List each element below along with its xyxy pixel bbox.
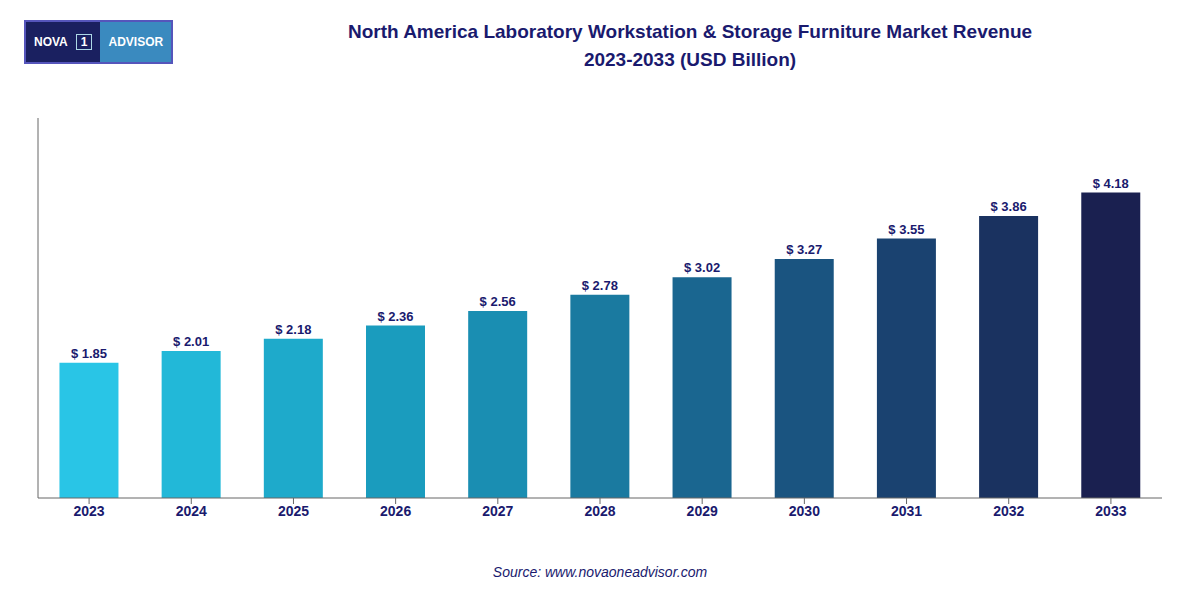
svg-text:2032: 2032 [993,503,1024,519]
html-text:Source: www.novaoneadvisor.com: Source: www.novaoneadvisor.com [492,564,708,580]
html-text:1: 1 [80,35,88,49]
svg-text:2029: 2029 [687,503,718,519]
svg-text:2024: 2024 [176,503,207,519]
svg-text:2027: 2027 [482,503,513,519]
svg-text:$ 1.85: $ 1.85 [71,346,107,361]
svg-text:$ 2.01: $ 2.01 [173,334,209,349]
svg-text:$ 2.78: $ 2.78 [582,278,618,293]
html-text:2023-2033 (USD Billion): 2023-2033 (USD Billion) [583,49,797,70]
svg-text:$ 3.55: $ 3.55 [888,222,924,237]
svg-text:$ 3.27: $ 3.27 [786,242,822,257]
svg-text:2025: 2025 [278,503,309,519]
svg-text:2023: 2023 [74,503,105,519]
svg-text:2028: 2028 [584,503,615,519]
svg-text:$ 3.02: $ 3.02 [684,260,720,275]
svg-text:2033: 2033 [1095,503,1126,519]
svg-text:2030: 2030 [789,503,820,519]
svg-text:$ 2.18: $ 2.18 [275,322,311,337]
svg-text:2031: 2031 [891,503,922,519]
svg-text:2026: 2026 [380,503,411,519]
html-text:NOVA: NOVA [34,35,68,49]
html-text:ADVISOR: ADVISOR [108,35,164,49]
svg-text:$ 3.86: $ 3.86 [991,199,1027,214]
html-text:North America Laboratory Works: North America Laboratory Workstation & S… [347,21,1033,42]
svg-text:$ 4.18: $ 4.18 [1093,176,1129,191]
svg-text:$ 2.36: $ 2.36 [377,309,413,324]
svg-text:$ 2.56: $ 2.56 [480,294,516,309]
